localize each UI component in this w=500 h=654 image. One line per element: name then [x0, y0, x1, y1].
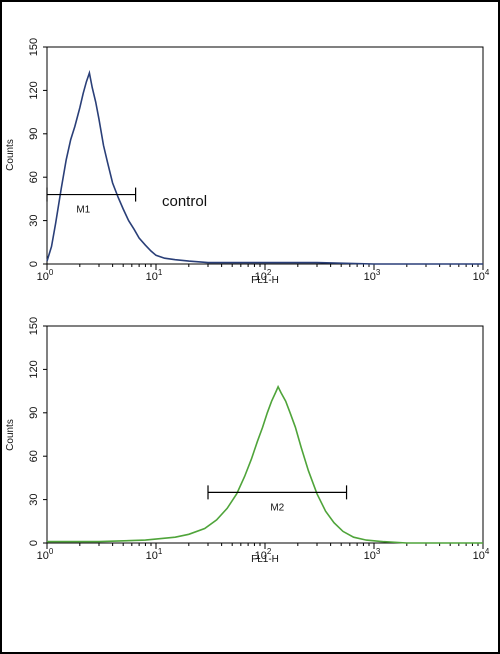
- y-axis-label: Counts: [5, 139, 16, 171]
- y-tick-label: 30: [28, 214, 40, 226]
- x-tick-label: 102: [255, 268, 272, 283]
- y-tick-label: 0: [28, 540, 40, 546]
- control-histogram-panel: 0 30 60 90 120 150 100 101 102 103 104 M1 FL1-H C…: [5, 38, 490, 286]
- y-axis-ticks: 0 30 60 90 120 150: [28, 317, 47, 546]
- y-tick-label: 150: [28, 317, 40, 335]
- x-axis-label: FL1-H: [251, 275, 279, 286]
- plot-area: [46, 46, 484, 265]
- gate-label: M1: [76, 205, 90, 216]
- control-annotation: control: [162, 193, 207, 210]
- x-axis-label: FL1-H: [251, 554, 279, 565]
- plot-area: [46, 325, 484, 544]
- x-tick-label: 101: [146, 547, 163, 562]
- x-axis-ticks: 100 101 102 103 104: [37, 543, 490, 562]
- y-axis-ticks: 0 30 60 90 120 150: [28, 38, 47, 267]
- y-tick-label: 90: [28, 128, 40, 140]
- y-tick-label: 120: [28, 81, 40, 99]
- x-tick-label: 103: [364, 547, 381, 562]
- x-tick-label: 101: [146, 268, 163, 283]
- histogram-curve: [46, 69, 483, 265]
- y-tick-label: 120: [28, 360, 40, 378]
- y-tick-label: 150: [28, 38, 40, 56]
- x-tick-label: 100: [37, 547, 54, 562]
- y-tick-label: 60: [28, 450, 40, 462]
- histogram-curve: [47, 384, 483, 544]
- x-tick-label: 104: [473, 547, 490, 562]
- x-tick-label: 103: [364, 268, 381, 283]
- y-tick-label: 0: [28, 261, 40, 267]
- x-axis-ticks: 100 101 102 103 104: [37, 264, 490, 283]
- sample-histogram-panel: 0 30 60 90 120 150 100 101 102 103 104 M2 FL1-H C…: [5, 317, 490, 565]
- x-tick-label: 102: [255, 547, 272, 562]
- y-axis-label: Counts: [5, 419, 16, 451]
- x-tick-label: 104: [473, 268, 490, 283]
- gate-marker: M2: [207, 485, 348, 513]
- x-tick-label: 100: [37, 268, 54, 283]
- y-tick-label: 60: [28, 171, 40, 183]
- y-tick-label: 30: [28, 493, 40, 505]
- gate-marker: M1: [46, 187, 137, 216]
- gate-label: M2: [270, 502, 284, 513]
- y-tick-label: 90: [28, 407, 40, 419]
